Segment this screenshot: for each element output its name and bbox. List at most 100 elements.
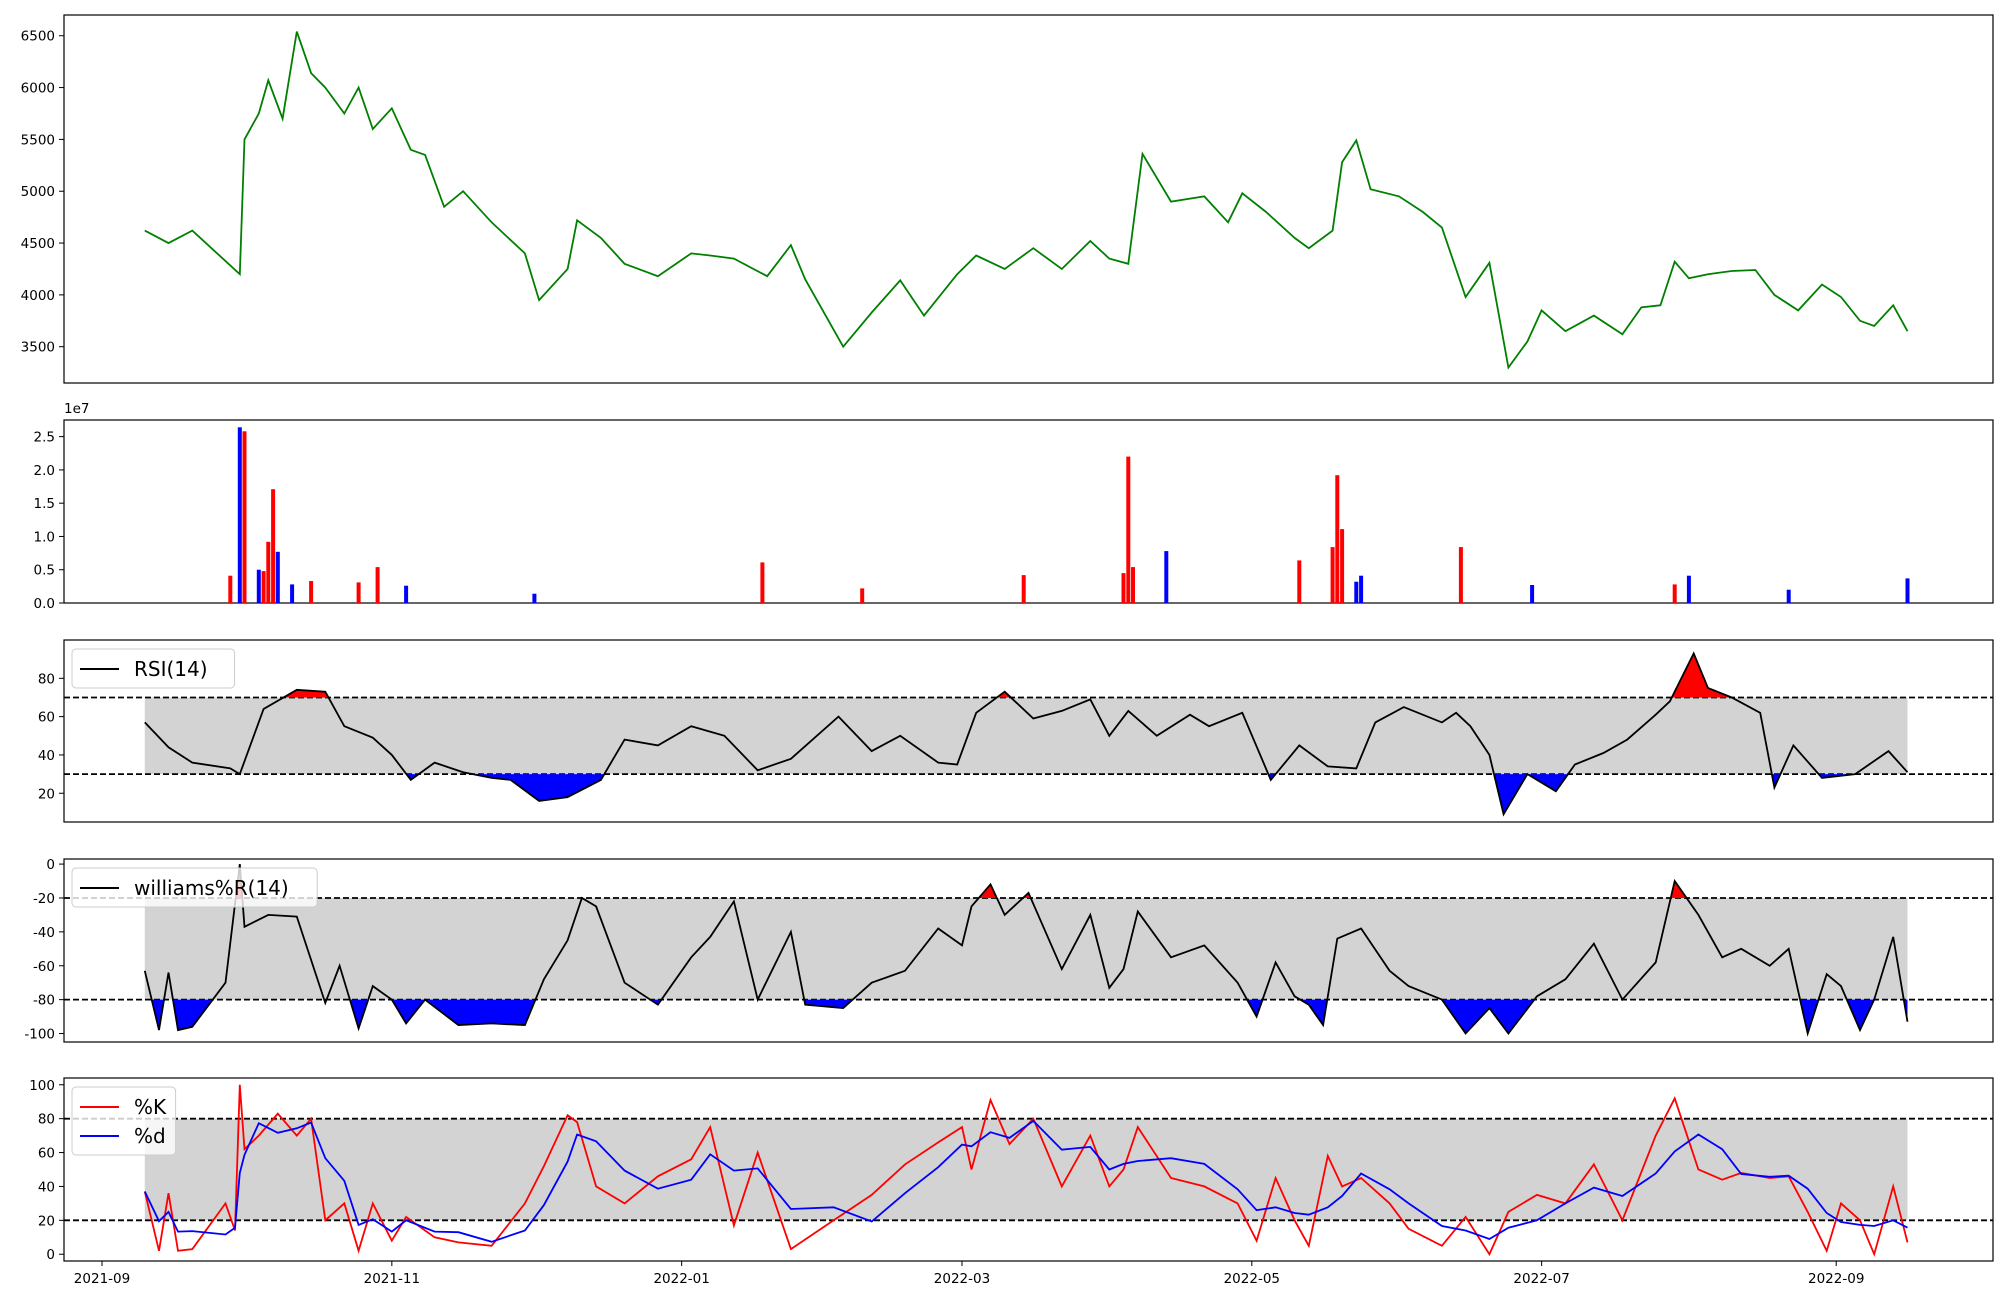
williams-oversold-fill (1846, 999, 1875, 1031)
price-ytick-label: 5500 (21, 132, 55, 148)
volume-bar (309, 581, 314, 603)
williams-oversold-fill (391, 999, 426, 1024)
rsi-axes-frame (63, 639, 1994, 823)
volume-bar (404, 585, 409, 603)
volume-ytick-label: 1.5 (34, 496, 55, 512)
volume-bar (1786, 589, 1791, 603)
price-ytick-label: 6000 (21, 81, 55, 97)
williams-legend-box (71, 867, 318, 908)
williams-ytick-label: -60 (33, 959, 55, 975)
volume-bar (375, 567, 380, 603)
stochastic-ytick-label: 80 (38, 1112, 55, 1128)
rsi-oversold-fill (1494, 774, 1528, 815)
xtick-label: 2021-09 (74, 1271, 130, 1287)
williams-oversold-fill (1300, 999, 1328, 1026)
stochastic-ytick-label: 20 (38, 1213, 55, 1229)
volume-bar (266, 541, 271, 603)
volume-bar (1340, 529, 1345, 603)
price-ytick-label: 4000 (21, 288, 55, 304)
volume-bar (256, 569, 261, 603)
stochastic-yaxis: 0 20 40 60 80 100 (29, 1078, 64, 1263)
xtick-label: 2022-07 (1513, 1271, 1569, 1287)
volume-bar (271, 489, 276, 603)
rsi-ytick-label: 80 (38, 671, 55, 687)
price-yaxis: 3500 4000 4500 5000 5500 6000 6500 (21, 29, 64, 356)
volume-bar (237, 427, 242, 603)
volume-ytick-label: 0.5 (34, 563, 55, 579)
volume-bar (1458, 547, 1463, 603)
volume-bar (1359, 575, 1364, 603)
stochastic-legend-label: %K (134, 1095, 167, 1119)
williams-oversold-fill (349, 999, 369, 1029)
rsi-line (144, 651, 1909, 817)
volume-bar (275, 551, 280, 603)
williams-axes-frame (63, 858, 1994, 1043)
stochastic-ytick-label: 60 (38, 1146, 55, 1162)
volume-bar (261, 571, 266, 603)
williams-oversold-fill (151, 999, 165, 1031)
williams-line (143, 863, 1909, 1037)
volume-ytick-label: 2.0 (34, 463, 55, 479)
stochastic-ytick-label: 100 (29, 1078, 55, 1094)
rsi-overbought-fill (1671, 653, 1732, 698)
williams-oversold-fill (1441, 999, 1535, 1034)
rsi-legend: RSI(14) (71, 648, 236, 689)
rsi-legend-box (71, 648, 236, 689)
williams-oversold-fill (804, 999, 853, 1009)
volume-bar (1297, 560, 1302, 603)
volume-bar (532, 593, 537, 603)
williams-ytick-label: -80 (33, 993, 55, 1009)
rsi-ytick-label: 40 (38, 748, 55, 764)
williams-ytick-label: 0 (46, 857, 55, 873)
volume-axes-frame (63, 419, 1994, 604)
volume-bar (242, 431, 247, 603)
xtick-label: 2022-09 (1808, 1271, 1864, 1287)
xtick-label: 2022-05 (1224, 1271, 1280, 1287)
williams-overbought-fill (978, 884, 997, 898)
volume-bar (1354, 581, 1359, 603)
volume-bar (1121, 573, 1126, 603)
stochastic-ytick-label: 40 (38, 1179, 55, 1195)
volume-bar (290, 584, 295, 603)
volume-ytick-label: 1.0 (34, 529, 55, 545)
price-line (144, 31, 1909, 370)
rsi-ytick-label: 60 (38, 710, 55, 726)
stochastic-legend-box (71, 1086, 177, 1156)
williams-oversold-fill (1800, 999, 1819, 1034)
williams-ytick-label: -20 (33, 891, 55, 907)
williams-oversold-fill (425, 999, 536, 1026)
volume-yaxis: 0.0 0.5 1.0 1.5 2.0 2.5 (34, 430, 64, 612)
rsi-ytick-label: 20 (38, 786, 55, 802)
volume-ytick-label: 2.5 (34, 430, 55, 446)
rsi-legend-label: RSI(14) (134, 657, 208, 681)
williams-yaxis: -100 -80 -60 -40 -20 0 (24, 857, 64, 1043)
volume-offset-label: 1e7 (64, 401, 89, 417)
volume-bars (228, 427, 1910, 603)
volume-bar (1126, 456, 1131, 603)
price-ytick-label: 4500 (21, 236, 55, 252)
williams-ytick-label: -100 (24, 1027, 55, 1043)
stochastic-ytick-label: 0 (46, 1247, 55, 1263)
price-axes-frame (63, 14, 1994, 384)
stochastic-d-line (143, 1119, 1908, 1243)
williams-oversold-fill (173, 999, 213, 1031)
volume-bar (1530, 585, 1535, 603)
volume-bar (1131, 567, 1135, 603)
rsi-overbought-fill (997, 691, 1011, 698)
volume-bar (1164, 551, 1169, 603)
volume-bar (1672, 584, 1677, 603)
stochastic-axes-frame (63, 1077, 1994, 1262)
xtick-label: 2021-11 (364, 1271, 420, 1287)
williams-ytick-label: -40 (33, 925, 55, 941)
volume-bar (860, 588, 865, 603)
volume-bar (1330, 547, 1335, 603)
price-ytick-label: 6500 (21, 29, 55, 45)
volume-bar (760, 562, 765, 603)
rsi-neutral-band (144, 697, 1908, 775)
stochastic-k-line (143, 1084, 1909, 1257)
williams-oversold-fill (1247, 999, 1263, 1017)
volume-bar (1905, 578, 1910, 603)
volume-bar (228, 575, 233, 603)
volume-bar (1686, 575, 1691, 603)
